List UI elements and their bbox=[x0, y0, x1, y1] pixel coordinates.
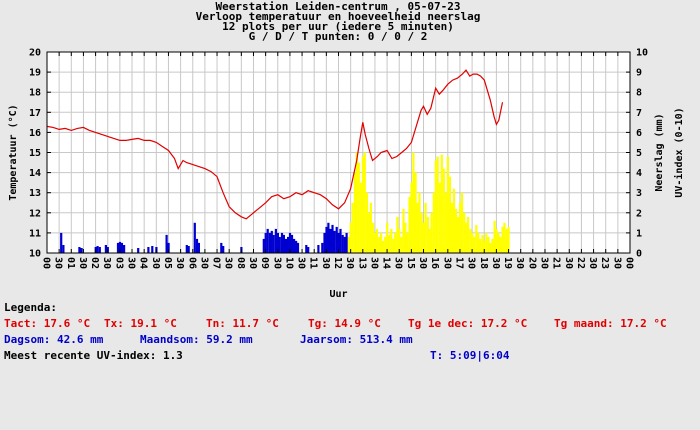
svg-text:10: 10 bbox=[29, 249, 41, 260]
svg-text:30: 30 bbox=[320, 257, 331, 269]
svg-text:5: 5 bbox=[636, 148, 642, 159]
svg-text:30: 30 bbox=[587, 257, 598, 269]
uv-bars bbox=[347, 152, 510, 254]
svg-text:12: 12 bbox=[29, 208, 41, 219]
y-left-axis-title: Temperatuur (°C) bbox=[8, 104, 19, 200]
svg-text:30: 30 bbox=[344, 257, 355, 269]
chart-subtitle: Verloop temperatuur en hoeveelheid neers… bbox=[195, 10, 481, 23]
svg-text:17: 17 bbox=[29, 108, 41, 119]
svg-text:10: 10 bbox=[636, 48, 648, 59]
time-note: T: 5:09|6:04 bbox=[430, 349, 510, 362]
svg-text:00: 00 bbox=[41, 257, 52, 269]
svg-text:07: 07 bbox=[211, 257, 222, 269]
stat-tg-1e-dec: Tg 1e dec: 17.2 °C bbox=[408, 317, 528, 330]
plot-frequency-note: 12 plots per uur (iedere 5 minuten) bbox=[222, 20, 454, 33]
svg-text:4: 4 bbox=[636, 168, 642, 179]
stat-tx: Tx: 19.1 °C bbox=[104, 317, 177, 330]
svg-text:30: 30 bbox=[101, 257, 112, 269]
svg-text:05: 05 bbox=[162, 257, 173, 269]
stat-tg-maand: Tg maand: 17.2 °C bbox=[554, 317, 667, 330]
stat-maandsom: Maandsom: 59.2 mm bbox=[140, 333, 253, 346]
svg-text:30: 30 bbox=[296, 257, 307, 269]
svg-text:0: 0 bbox=[636, 249, 642, 260]
svg-text:14: 14 bbox=[381, 257, 392, 269]
svg-text:30: 30 bbox=[126, 257, 137, 269]
svg-text:23: 23 bbox=[599, 257, 610, 269]
stat-tact: Tact: 17.6 °C bbox=[4, 317, 91, 330]
stat-jaarsom: Jaarsom: 513.4 mm bbox=[300, 333, 413, 346]
axis-ticks bbox=[46, 51, 631, 254]
svg-text:30: 30 bbox=[53, 257, 64, 269]
svg-text:30: 30 bbox=[77, 257, 88, 269]
svg-text:16: 16 bbox=[429, 257, 440, 269]
svg-text:16: 16 bbox=[29, 128, 41, 139]
svg-text:18: 18 bbox=[478, 257, 489, 269]
x-axis-title: Uur bbox=[329, 289, 347, 300]
svg-text:04: 04 bbox=[138, 257, 149, 269]
svg-text:08: 08 bbox=[235, 257, 246, 269]
svg-text:11: 11 bbox=[29, 228, 41, 239]
svg-text:14: 14 bbox=[29, 168, 41, 179]
svg-text:17: 17 bbox=[454, 257, 465, 269]
svg-text:9: 9 bbox=[636, 68, 642, 79]
svg-text:30: 30 bbox=[417, 257, 428, 269]
svg-text:30: 30 bbox=[223, 257, 234, 269]
svg-text:30: 30 bbox=[563, 257, 574, 269]
svg-text:30: 30 bbox=[150, 257, 161, 269]
svg-text:02: 02 bbox=[89, 257, 100, 269]
svg-text:30: 30 bbox=[393, 257, 404, 269]
svg-text:3: 3 bbox=[636, 188, 642, 199]
svg-text:2: 2 bbox=[636, 208, 642, 219]
svg-text:22: 22 bbox=[575, 257, 586, 269]
svg-text:30: 30 bbox=[611, 257, 622, 269]
svg-text:09: 09 bbox=[259, 257, 270, 269]
svg-text:20: 20 bbox=[29, 48, 41, 59]
svg-text:15: 15 bbox=[29, 148, 41, 159]
svg-text:13: 13 bbox=[356, 257, 367, 269]
stat-dagsom: Dagsom: 42.6 mm bbox=[4, 333, 104, 346]
svg-text:13: 13 bbox=[29, 188, 41, 199]
svg-text:12: 12 bbox=[332, 257, 343, 269]
y-right-axis-title-uv: UV-index (0-10) bbox=[673, 107, 685, 197]
svg-text:19: 19 bbox=[29, 68, 41, 79]
station-title: Weerstation Leiden-centrum , 05-07-23 bbox=[215, 0, 461, 13]
svg-text:30: 30 bbox=[174, 257, 185, 269]
svg-text:15: 15 bbox=[405, 257, 416, 269]
svg-text:8: 8 bbox=[636, 88, 642, 99]
temperature-line bbox=[46, 69, 504, 220]
svg-text:30: 30 bbox=[368, 257, 379, 269]
svg-text:10: 10 bbox=[283, 257, 294, 269]
svg-text:00: 00 bbox=[624, 257, 635, 269]
svg-text:30: 30 bbox=[247, 257, 258, 269]
svg-text:20: 20 bbox=[526, 257, 537, 269]
chart-header: Weerstation Leiden-centrum , 05-07-23 Ve… bbox=[0, 0, 676, 43]
svg-text:30: 30 bbox=[514, 257, 525, 269]
svg-text:19: 19 bbox=[502, 257, 513, 269]
svg-text:01: 01 bbox=[65, 257, 76, 269]
svg-text:30: 30 bbox=[466, 257, 477, 269]
stat-tg: Tg: 14.9 °C bbox=[308, 317, 381, 330]
svg-text:1: 1 bbox=[636, 228, 642, 239]
uv-recent-note: Meest recente UV-index: 1.3 bbox=[4, 349, 183, 362]
svg-text:03: 03 bbox=[113, 257, 124, 269]
svg-text:21: 21 bbox=[551, 257, 562, 269]
gdt-points-note: G / D / T punten: 0 / 0 / 2 bbox=[248, 30, 428, 43]
svg-text:30: 30 bbox=[441, 257, 452, 269]
svg-text:18: 18 bbox=[29, 88, 41, 99]
stat-tn: Tn: 11.7 °C bbox=[206, 317, 279, 330]
rain-bars bbox=[60, 222, 348, 253]
svg-text:06: 06 bbox=[186, 257, 197, 269]
svg-text:6: 6 bbox=[636, 128, 642, 139]
y-right-axis-title-neerslag: Neerslag (mm) bbox=[654, 113, 665, 191]
svg-text:30: 30 bbox=[198, 257, 209, 269]
svg-text:30: 30 bbox=[271, 257, 282, 269]
svg-text:11: 11 bbox=[308, 257, 319, 269]
svg-text:30: 30 bbox=[490, 257, 501, 269]
svg-text:7: 7 bbox=[636, 108, 642, 119]
svg-text:30: 30 bbox=[539, 257, 550, 269]
legend-heading: Legenda: bbox=[4, 301, 57, 314]
